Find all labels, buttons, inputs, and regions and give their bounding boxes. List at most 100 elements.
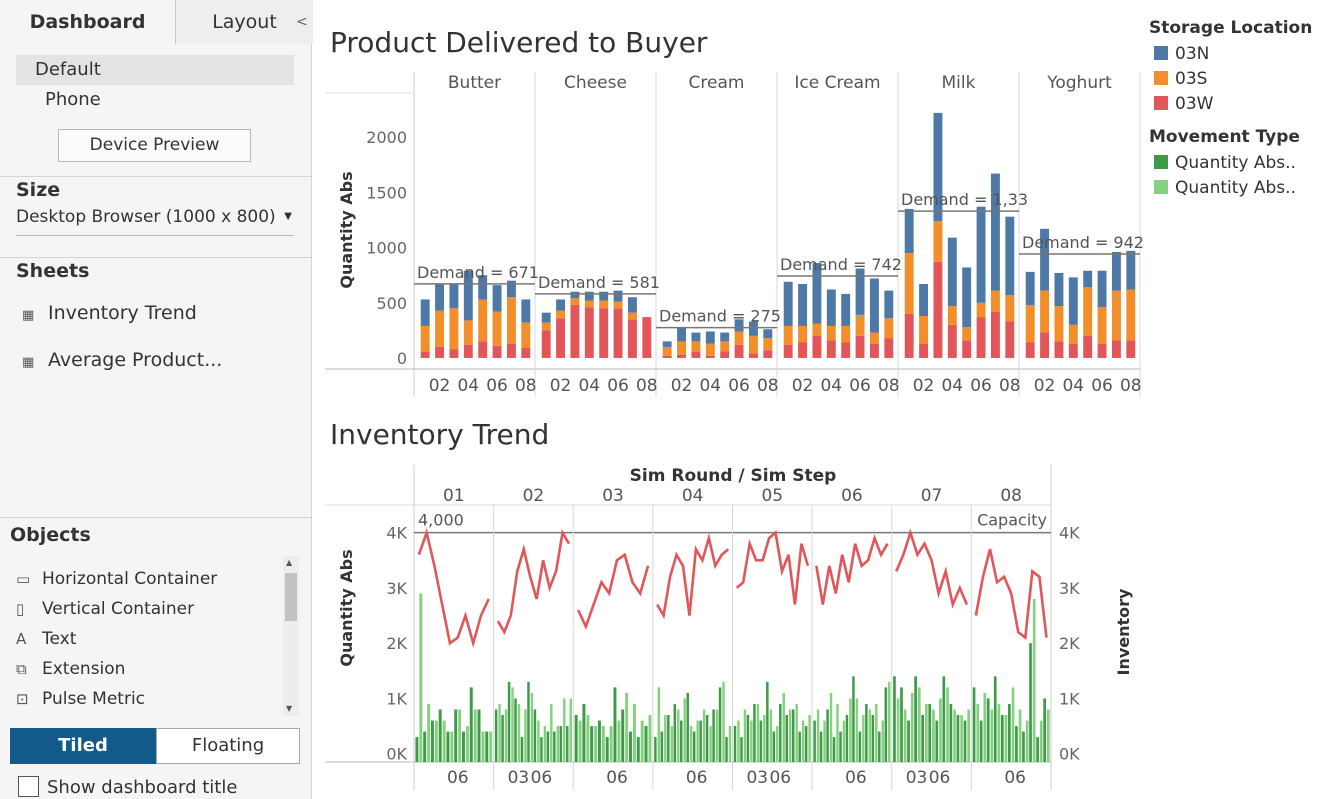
bar-03w [705, 355, 715, 358]
extension-icon: ⧉ [16, 660, 27, 678]
tiled-button[interactable]: Tiled [10, 728, 156, 764]
panel-header-milk: Milk [942, 73, 976, 93]
bar-03s [763, 338, 773, 351]
divider [0, 176, 312, 177]
bar-03s [556, 310, 566, 319]
legend-label: Quantity Abs.. [1175, 178, 1296, 198]
bar-quantity-abs-light [670, 726, 674, 762]
object-horizontal-container[interactable]: ▭ Horizontal Container [16, 569, 217, 589]
bar-quantity-abs-light [489, 731, 493, 762]
bar-quantity-abs-light [967, 709, 971, 762]
bar-quantity-abs-dark [753, 703, 756, 762]
bar-03s [1068, 324, 1078, 344]
bar-03n [869, 278, 879, 333]
bar-03w [1005, 321, 1015, 358]
legend-item-quantity-abs-dark[interactable]: Quantity Abs.. [1154, 153, 1296, 173]
y-tick-label: 1500 [366, 183, 407, 202]
x-tick-label: 03 [906, 768, 928, 788]
legend-item-03n[interactable]: 03N [1154, 44, 1209, 64]
bar-quantity-abs-dark [507, 681, 511, 762]
inventory-line [496, 528, 571, 636]
bar-quantity-abs-dark [644, 726, 648, 762]
tab-dashboard[interactable]: Dashboard [0, 0, 175, 44]
bar-quantity-abs-dark [621, 709, 625, 762]
legend-item-03w[interactable]: 03W [1154, 94, 1213, 114]
bar-03s [1025, 304, 1035, 343]
inventory-trend-chart: Inventory Trend Sim Round / Sim Step Quant… [325, 418, 1133, 790]
object-extension[interactable]: ⧉ Extension [16, 659, 125, 679]
sheet-item-average-product[interactable]: ▦ Average Product... [22, 349, 222, 371]
legend-item-03s[interactable]: 03S [1154, 69, 1207, 89]
size-dropdown[interactable]: Desktop Browser (1000 x 800) ▼ [16, 207, 294, 236]
bar-03w [642, 317, 652, 358]
bar-03w [841, 342, 851, 358]
horizontal-container-icon: ▭ [16, 570, 31, 588]
bar-03n [705, 331, 715, 344]
bar-03s [627, 312, 637, 320]
scrollbar-thumb[interactable] [285, 573, 297, 621]
bar-quantity-abs-dark [546, 731, 550, 762]
object-label: Pulse Metric [42, 689, 146, 709]
bar-quantity-abs-dark [1008, 703, 1011, 762]
pulse-metric-icon: ⊡ [16, 690, 29, 708]
bar-quantity-abs-light [990, 709, 994, 762]
bar-quantity-abs-light [788, 709, 792, 762]
scroll-up-icon[interactable]: ▲ [286, 558, 293, 567]
bar-quantity-abs-light [997, 703, 1001, 762]
bar-quantity-abs-dark [629, 731, 632, 762]
bar-03s [1097, 307, 1107, 344]
bar-quantity-abs-light [763, 715, 766, 762]
object-vertical-container[interactable]: ▯ Vertical Container [16, 599, 194, 619]
device-option-default[interactable]: Default [16, 55, 294, 85]
bar-03s [720, 341, 730, 352]
bar-03n [556, 299, 566, 311]
objects-scrollbar[interactable]: ▲ ▼ [283, 556, 299, 716]
object-pulse-metric[interactable]: ⊡ Pulse Metric [16, 689, 145, 709]
floating-button[interactable]: Floating [156, 728, 300, 764]
bar-quantity-abs-light [481, 731, 485, 762]
legend-storage-title: Storage Location [1149, 18, 1313, 38]
checkbox-icon[interactable] [18, 776, 39, 797]
y-tick-label: 0 [397, 349, 407, 368]
demand-label: Demand = 581 [538, 273, 660, 292]
x-tick-label: 08 [515, 376, 537, 396]
collapse-sidebar-icon[interactable]: < [296, 14, 308, 30]
tab-layout[interactable]: Layout [175, 0, 313, 44]
x-tick-label: 03 [746, 768, 768, 788]
bar-03s [677, 341, 687, 355]
bar-03w [919, 343, 929, 358]
device-preview-button[interactable]: Device Preview [58, 129, 251, 162]
bar-03n [478, 275, 488, 300]
bar-quantity-abs-light [842, 720, 846, 762]
bar-quantity-abs-dark [540, 737, 543, 762]
bar-03s [812, 323, 822, 336]
bar-quantity-abs-dark [956, 715, 960, 762]
device-option-phone[interactable]: Phone [45, 89, 101, 110]
bar-quantity-abs-light [473, 709, 477, 762]
bar-03n [584, 291, 594, 301]
bar-quantity-abs-dark [613, 687, 617, 762]
bar-03n [613, 290, 623, 302]
bar-quantity-abs-dark [423, 731, 427, 762]
scroll-down-icon[interactable]: ▼ [286, 704, 293, 713]
legend-item-quantity-abs-light[interactable]: Quantity Abs.. [1154, 178, 1296, 198]
round-header: 06 [841, 486, 863, 506]
bar-quantity-abs-light [617, 720, 621, 762]
bar-03w [556, 318, 566, 358]
bar-03n [570, 291, 580, 299]
bar-quantity-abs-light [1039, 720, 1043, 762]
bar-quantity-abs-dark [942, 676, 946, 762]
bar-03n [734, 319, 744, 332]
bar-quantity-abs-dark [566, 726, 569, 762]
sheet-item-inventory-trend[interactable]: ▦ Inventory Trend [22, 302, 197, 324]
bar-03s [492, 311, 502, 346]
object-text[interactable]: A Text [16, 629, 76, 649]
bar-03n [1097, 270, 1107, 308]
bar-quantity-abs-dark [686, 692, 689, 762]
bar-quantity-abs-light [689, 726, 693, 762]
bar-quantity-abs-light [543, 726, 547, 762]
x-tick-label: 02 [913, 376, 935, 396]
x-tick-label: 04 [457, 376, 479, 396]
bar-quantity-abs-light [640, 720, 644, 762]
show-dashboard-title-checkbox[interactable]: Show dashboard title [18, 776, 237, 798]
